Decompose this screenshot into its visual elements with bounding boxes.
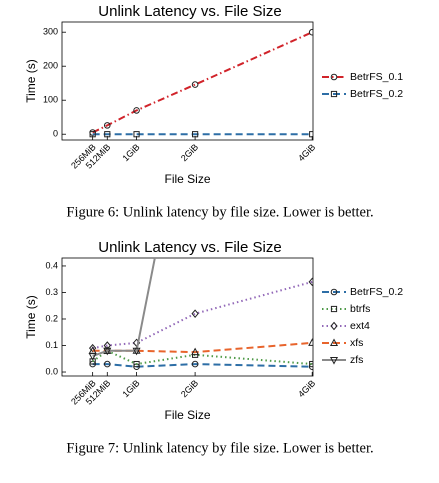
series-line [92,258,156,358]
marker [89,131,96,138]
marker [191,360,199,368]
marker [308,28,313,36]
marker [103,347,112,356]
marker [308,338,313,346]
x-tick-label: 1GiB [120,378,141,399]
series-line [92,363,313,368]
y-tick-label: 100 [43,95,58,105]
marker [133,131,140,138]
marker [132,347,141,356]
marker [88,353,97,361]
x-tick-label: 1GiB [120,142,141,163]
marker [330,73,338,81]
legend-label: BetrFS_0.2 [350,88,403,100]
x-tick-label: 4GiB [296,378,317,399]
plot [89,28,313,138]
marker [330,288,338,296]
plot [88,51,313,371]
y-tick-label: 300 [43,27,58,37]
figure-caption: Figure 6: Unlink latency by file size. L… [66,204,373,220]
y-tick-label: 0 [53,129,58,139]
marker [133,360,140,368]
marker [104,131,111,138]
x-tick-label: 4GiB [296,142,317,163]
x-axis-label: File Size [164,408,210,422]
marker [192,51,198,57]
y-tick-label: 0.3 [45,287,58,297]
legend-label: ext4 [350,320,370,332]
marker [133,107,140,114]
legend-label: zfs [350,354,363,366]
x-tick-label: 2GiB [179,378,200,399]
legend-label: BetrFS_0.1 [350,71,403,83]
y-axis-label: Time (s) [24,295,38,339]
marker [309,131,313,138]
marker [191,347,200,356]
marker [329,338,339,346]
chart-title: Unlink Latency vs. File Size [98,239,281,256]
chart: Unlink Latency vs. File Size010020030025… [24,3,403,220]
marker [192,131,199,138]
y-tick-label: 0.2 [45,313,58,323]
plot-frame [61,21,314,141]
chart-title: Unlink Latency vs. File Size [98,3,281,20]
figure-caption: Figure 7: Unlink latency by file size. L… [66,440,373,456]
x-axis-label: File Size [164,172,210,186]
plot-frame [61,257,314,377]
marker [330,321,338,331]
series-line [92,280,313,350]
y-tick-label: 0.1 [45,340,58,350]
marker [191,81,199,88]
chart: Unlink Latency vs. File Size 0.0 0.1 0.2 0.3… [24,51,403,456]
marker [329,357,339,365]
y-tick-label: 200 [43,61,58,71]
legend-label: btrfs [350,303,370,315]
marker [330,305,338,313]
legend-label: xfs [350,337,363,349]
legend-label: BetrFS_0.2 [350,286,403,298]
series-line [92,31,313,134]
marker [103,341,111,350]
marker [330,90,338,98]
y-tick-label: 0.0 [45,366,58,376]
y-axis-label: Time (s) [24,59,38,103]
marker [309,360,313,368]
series-line [92,349,313,366]
marker [191,309,199,318]
x-tick-label: 2GiB [179,142,200,163]
marker [103,360,111,368]
marker [308,277,313,287]
marker [103,122,111,129]
y-tick-label: 0.4 [45,260,58,270]
